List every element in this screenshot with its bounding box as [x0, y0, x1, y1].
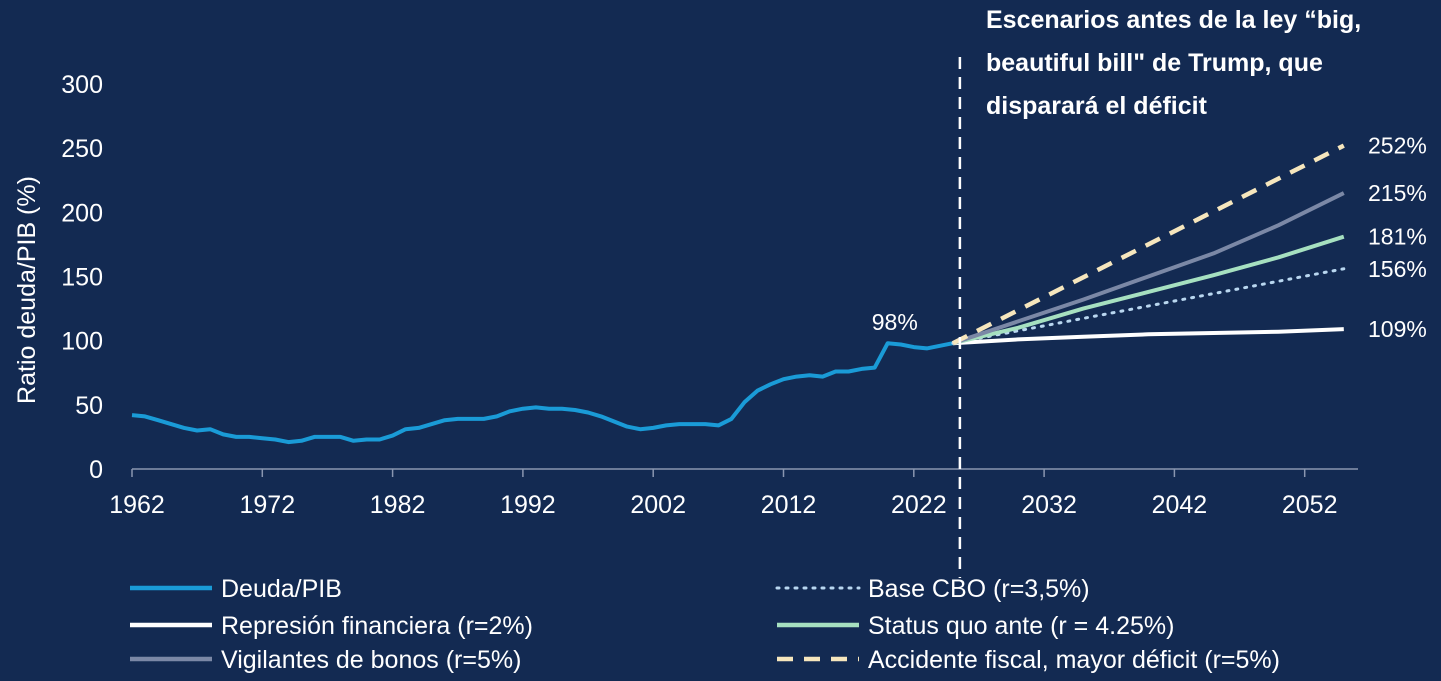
legend: Deuda/PIB Represión financiera (r=2%) Vigi… [130, 575, 1280, 674]
end-label: 181% [1368, 224, 1427, 250]
series-line-5 [951, 143, 1345, 346]
series-lines [131, 143, 1346, 445]
legend-label: Represión financiera (r=2%) [221, 612, 533, 640]
x-tick-label: 1972 [239, 491, 295, 519]
annotation-line: beautiful bill" de Trump, que [986, 49, 1323, 77]
x-tick-label: 2022 [891, 491, 947, 519]
x-tick-label: 2042 [1152, 491, 1208, 519]
y-tick-label: 200 [61, 199, 103, 227]
legend-label: Base CBO (r=3,5%) [868, 575, 1090, 603]
series-line-4 [952, 191, 1345, 346]
point-label-98: 98% [872, 309, 918, 335]
y-tick-label: 150 [61, 264, 103, 292]
y-tick-label: 250 [61, 135, 103, 163]
end-label: 156% [1368, 256, 1427, 282]
y-axis-title: Ratio deuda/PIB (%) [13, 176, 41, 404]
annotation-line: disparará el déficit [986, 92, 1208, 120]
series-line-0 [131, 341, 954, 445]
y-tick-label: 0 [89, 456, 103, 484]
x-tick-label: 1992 [500, 491, 556, 519]
series-line-1 [951, 267, 1346, 345]
x-tick-label: 2012 [761, 491, 817, 519]
y-tick-label: 50 [75, 392, 103, 420]
series-line-3 [952, 234, 1345, 346]
legend-label: Status quo ante (r = 4.25%) [868, 612, 1174, 640]
y-tick-label: 100 [61, 328, 103, 356]
y-tick-label: 300 [61, 71, 103, 99]
x-tick-label: 1962 [109, 491, 165, 519]
legend-label: Accidente fiscal, mayor déficit (r=5%) [868, 646, 1280, 674]
annotation-line: Escenarios antes de la ley “big, [986, 6, 1361, 34]
end-label: 215% [1368, 180, 1427, 206]
x-tick-label: 1982 [370, 491, 426, 519]
x-tick-label: 2052 [1282, 491, 1338, 519]
x-tick-label: 2032 [1021, 491, 1077, 519]
annotations: Escenarios antes de la ley “big, beautifu… [872, 6, 1427, 578]
end-label: 109% [1368, 316, 1427, 342]
end-label: 252% [1368, 133, 1427, 159]
legend-label: Vigilantes de bonos (r=5%) [221, 646, 521, 674]
series-line-2 [952, 327, 1344, 346]
legend-label: Deuda/PIB [221, 575, 342, 603]
x-tick-label: 2002 [630, 491, 686, 519]
axes: 1962 1972 1982 1992 2002 2012 2022 2032 2042 2052… [13, 71, 1358, 519]
